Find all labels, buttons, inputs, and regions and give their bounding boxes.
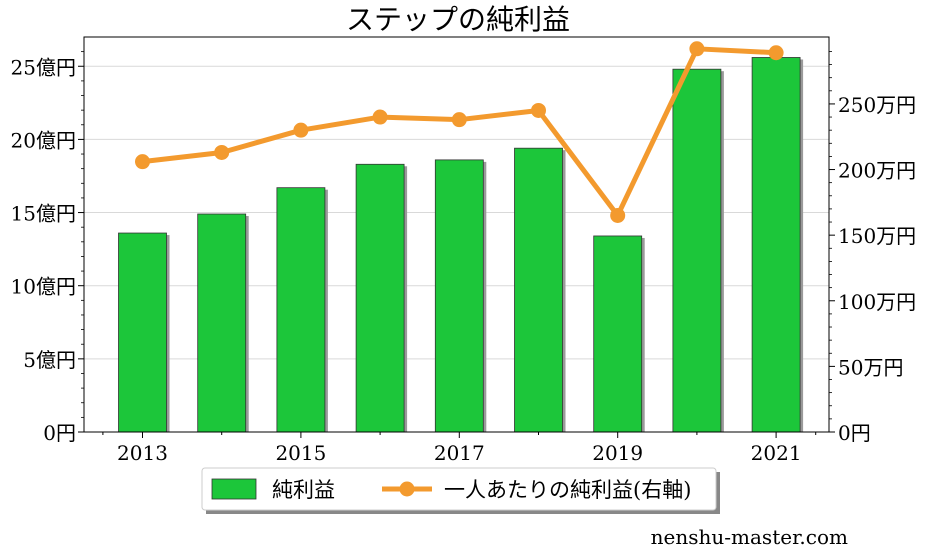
- plot-frame: [83, 36, 830, 433]
- bar: [434, 159, 484, 433]
- right-y-axis: 0円 50万円 100万円 150万円 200万円 250万円: [829, 51, 916, 445]
- left-tick-label: 20億円: [11, 128, 76, 152]
- bar: [355, 163, 405, 433]
- legend-label-bar: 純利益: [272, 478, 335, 502]
- chart-title: ステップの純利益: [346, 3, 570, 36]
- line-point: [768, 45, 784, 61]
- x-tick-label: 2013: [117, 441, 168, 465]
- legend-swatch-bar: [211, 478, 257, 500]
- left-tick-label: 25億円: [11, 55, 76, 79]
- right-tick-label: 0円: [838, 421, 871, 445]
- bar: [593, 235, 643, 433]
- bar-series: [118, 57, 804, 433]
- legend-label-line: 一人あたりの純利益(右軸): [444, 478, 691, 502]
- bar: [751, 57, 801, 433]
- x-tick-label: 2021: [751, 441, 802, 465]
- right-tick-label: 250万円: [838, 93, 916, 117]
- line-series: [135, 41, 784, 223]
- bar: [514, 147, 563, 433]
- x-tick-label: 2015: [275, 441, 326, 465]
- left-tick-label: 5億円: [23, 348, 76, 372]
- legend: 純利益 一人あたりの純利益(右軸): [201, 467, 720, 514]
- right-tick-label: 100万円: [838, 290, 916, 314]
- left-y-axis: 0円 5億円 10億円 15億円 20億円 25億円: [11, 51, 84, 445]
- watermark: nenshu-master.com: [651, 525, 848, 549]
- x-tick-label: 2019: [592, 441, 643, 465]
- legend-swatch-marker: [399, 481, 415, 497]
- legend-box: [201, 467, 717, 511]
- right-tick-label: 50万円: [838, 355, 903, 379]
- line-point: [293, 122, 309, 138]
- right-tick-label: 200万円: [838, 159, 916, 183]
- line-point: [689, 41, 705, 57]
- right-tick-label: 150万円: [838, 224, 916, 248]
- bar: [276, 187, 326, 433]
- line-point: [135, 154, 150, 170]
- bar: [672, 68, 722, 433]
- line-point: [451, 112, 467, 128]
- line-point: [610, 207, 626, 223]
- left-tick-label: 15億円: [11, 202, 76, 226]
- line-point: [214, 144, 230, 160]
- x-axis: 2013 2015 2017 2019 2021: [102, 432, 817, 465]
- left-tick-label: 0円: [43, 421, 76, 445]
- bar: [118, 232, 167, 433]
- line-point: [372, 109, 388, 125]
- bar: [197, 213, 247, 433]
- x-tick-label: 2017: [434, 441, 485, 465]
- left-tick-label: 10億円: [11, 275, 76, 299]
- line-point: [531, 102, 546, 118]
